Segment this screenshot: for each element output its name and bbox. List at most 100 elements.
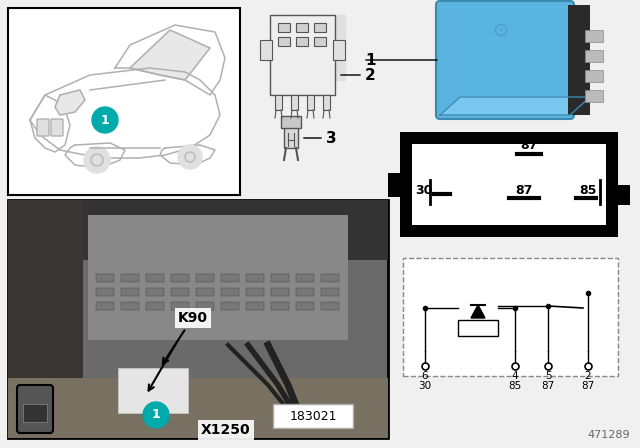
- Text: 85: 85: [579, 184, 596, 197]
- Bar: [275, 95, 282, 110]
- Text: 1: 1: [152, 409, 161, 422]
- Bar: [221, 288, 239, 296]
- Bar: [8, 200, 388, 260]
- Text: 30: 30: [415, 184, 433, 197]
- Bar: [88, 215, 348, 340]
- Bar: [458, 320, 498, 336]
- Bar: [585, 50, 603, 62]
- Bar: [296, 288, 314, 296]
- Bar: [146, 288, 164, 296]
- Bar: [121, 274, 139, 282]
- Polygon shape: [130, 30, 210, 80]
- Bar: [8, 8, 240, 195]
- Bar: [271, 274, 289, 282]
- Bar: [96, 274, 114, 282]
- Bar: [296, 23, 308, 32]
- Bar: [403, 258, 618, 376]
- Bar: [221, 302, 239, 310]
- Circle shape: [143, 402, 169, 428]
- Bar: [146, 302, 164, 310]
- Circle shape: [178, 145, 202, 169]
- Bar: [333, 40, 345, 60]
- Text: 3: 3: [326, 130, 337, 146]
- Text: 2: 2: [365, 68, 376, 82]
- Text: 5: 5: [545, 371, 551, 381]
- Bar: [568, 5, 590, 115]
- Bar: [8, 378, 388, 438]
- Bar: [8, 200, 83, 438]
- Bar: [146, 274, 164, 282]
- Bar: [271, 288, 289, 296]
- Bar: [400, 132, 618, 237]
- Circle shape: [84, 147, 110, 173]
- Bar: [278, 37, 290, 46]
- Circle shape: [92, 107, 118, 133]
- Polygon shape: [115, 25, 225, 95]
- FancyBboxPatch shape: [436, 1, 574, 119]
- Text: ⊙: ⊙: [492, 21, 508, 39]
- Bar: [221, 274, 239, 282]
- Text: 1: 1: [365, 52, 376, 68]
- Text: 183021: 183021: [289, 409, 337, 422]
- Bar: [291, 95, 298, 110]
- Bar: [246, 302, 264, 310]
- Bar: [616, 185, 630, 205]
- Text: 87: 87: [520, 139, 538, 152]
- Text: X1250: X1250: [201, 423, 251, 437]
- Bar: [278, 23, 290, 32]
- Bar: [284, 126, 298, 148]
- Bar: [118, 368, 188, 413]
- Bar: [96, 288, 114, 296]
- Text: 85: 85: [508, 381, 522, 391]
- Polygon shape: [280, 15, 345, 80]
- Text: 87: 87: [541, 381, 555, 391]
- Bar: [314, 23, 326, 32]
- FancyBboxPatch shape: [37, 119, 49, 136]
- Bar: [296, 302, 314, 310]
- Bar: [270, 15, 335, 95]
- Text: 4: 4: [512, 371, 518, 381]
- Bar: [296, 37, 308, 46]
- Text: 1: 1: [100, 113, 109, 126]
- FancyBboxPatch shape: [17, 385, 53, 433]
- Bar: [585, 90, 603, 102]
- Bar: [273, 404, 353, 428]
- Text: 87: 87: [515, 184, 532, 197]
- Bar: [585, 70, 603, 82]
- Bar: [23, 404, 47, 422]
- Bar: [196, 274, 214, 282]
- Bar: [96, 302, 114, 310]
- Bar: [196, 302, 214, 310]
- Bar: [171, 274, 189, 282]
- Bar: [121, 302, 139, 310]
- Bar: [196, 288, 214, 296]
- Polygon shape: [30, 68, 220, 158]
- Bar: [281, 116, 301, 128]
- FancyBboxPatch shape: [51, 119, 63, 136]
- Bar: [321, 302, 339, 310]
- Bar: [388, 173, 402, 197]
- Polygon shape: [30, 95, 70, 152]
- Bar: [314, 37, 326, 46]
- Bar: [321, 274, 339, 282]
- Bar: [271, 302, 289, 310]
- Polygon shape: [65, 143, 125, 168]
- Bar: [307, 95, 314, 110]
- Bar: [171, 302, 189, 310]
- Polygon shape: [55, 90, 85, 115]
- Bar: [171, 288, 189, 296]
- Bar: [246, 288, 264, 296]
- Text: 2: 2: [585, 371, 591, 381]
- Polygon shape: [440, 97, 590, 115]
- Bar: [585, 30, 603, 42]
- Polygon shape: [160, 145, 215, 165]
- Bar: [260, 40, 272, 60]
- Bar: [296, 274, 314, 282]
- Text: 30: 30: [419, 381, 431, 391]
- Bar: [321, 288, 339, 296]
- Text: 471289: 471289: [588, 430, 630, 440]
- Text: K90: K90: [178, 311, 208, 325]
- Bar: [323, 95, 330, 110]
- Bar: [246, 274, 264, 282]
- Polygon shape: [471, 305, 485, 318]
